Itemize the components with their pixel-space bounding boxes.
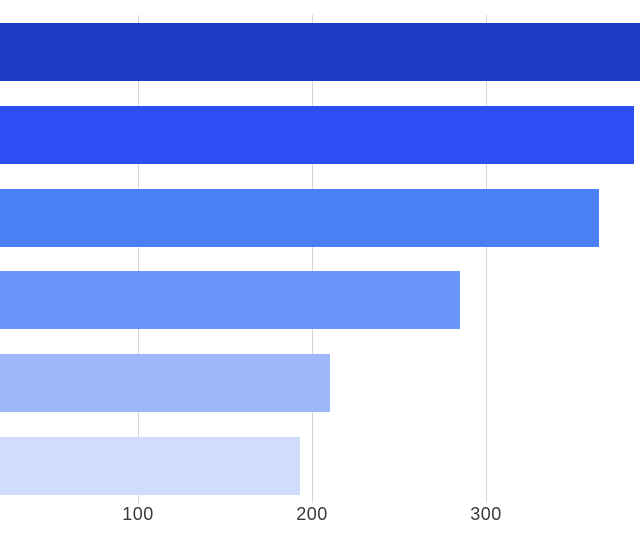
gridline-x-200: [312, 15, 313, 503]
x-tick-label-200: 200: [296, 504, 328, 524]
bar-row-5: [0, 354, 330, 412]
bar-row-3: [0, 189, 599, 247]
gridline-x-300: [486, 15, 487, 503]
bar-row-2: [0, 106, 634, 164]
x-tick-label-100: 100: [122, 504, 154, 524]
bar-row-4: [0, 271, 460, 329]
gridline-x-100: [138, 15, 139, 503]
bar-row-6: [0, 437, 300, 495]
bar-row-1: [0, 23, 640, 81]
x-tick-label-300: 300: [470, 504, 502, 524]
